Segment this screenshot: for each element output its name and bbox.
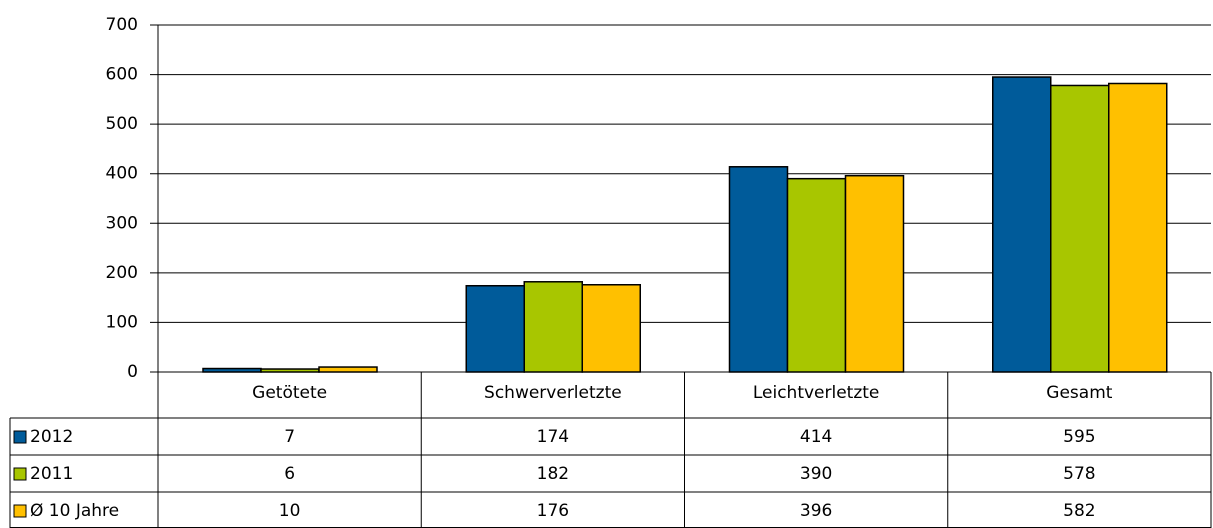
y-tick-label: 600 <box>106 65 138 85</box>
x-tick-label: Getötete <box>252 383 327 403</box>
bar <box>1108 82 1168 373</box>
table-value: 582 <box>1063 501 1095 521</box>
table-value: 182 <box>537 464 569 484</box>
table-value: 390 <box>800 464 832 484</box>
legend-swatch <box>13 504 27 518</box>
y-tick-label: 100 <box>106 312 138 332</box>
table-value: 10 <box>279 501 301 521</box>
table-value: 6 <box>284 464 295 484</box>
y-tick-label: 400 <box>106 164 138 184</box>
bar <box>728 166 789 373</box>
table-value: 578 <box>1063 464 1095 484</box>
bar <box>844 174 905 373</box>
bar <box>465 284 525 373</box>
y-tick-label: 0 <box>127 362 138 382</box>
table-value: 7 <box>284 427 295 447</box>
bar <box>786 177 847 373</box>
bar <box>523 281 583 373</box>
bar <box>202 367 262 373</box>
x-tick-label: Schwerverletzte <box>484 383 622 403</box>
table-value: 174 <box>537 427 569 447</box>
bar <box>318 366 378 373</box>
table-value: 595 <box>1063 427 1095 447</box>
legend-label: 2012 <box>30 427 73 447</box>
table-value: 414 <box>800 427 832 447</box>
y-tick-label: 500 <box>106 114 138 134</box>
y-tick-label: 200 <box>106 263 138 283</box>
table-value: 396 <box>800 501 832 521</box>
table-value: 176 <box>537 501 569 521</box>
bar <box>1050 84 1110 373</box>
x-tick-label: Leichtverletzte <box>753 383 880 403</box>
legend-swatch <box>13 430 27 444</box>
legend-label: 2011 <box>30 464 73 484</box>
legend-swatch <box>13 467 27 481</box>
legend-label: Ø 10 Jahre <box>30 501 119 521</box>
y-tick-label: 300 <box>106 213 138 233</box>
x-tick-label: Gesamt <box>1046 383 1112 403</box>
bar <box>581 284 641 373</box>
y-tick-label: 700 <box>106 15 138 35</box>
bar <box>992 76 1052 373</box>
